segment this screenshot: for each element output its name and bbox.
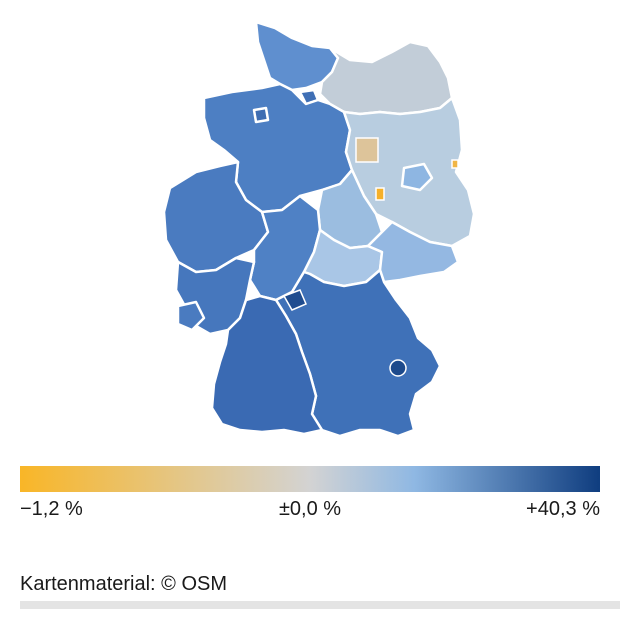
- germany-map: [162, 20, 476, 438]
- region-berlin: [400, 162, 434, 192]
- strong-district-bayern: [389, 359, 407, 377]
- footer-divider: [20, 601, 620, 609]
- map-attribution: Kartenmaterial: © OSM: [20, 573, 228, 595]
- negative-district-uckermark: [451, 159, 459, 169]
- color-scale-bar: [20, 466, 600, 492]
- negative-district-sachsen-anhalt: [375, 187, 385, 201]
- region-bremen: [252, 106, 270, 124]
- strong-district-mainz: [282, 289, 307, 311]
- legend-min-label: −1,2 %: [20, 498, 83, 520]
- region-saarland: [176, 300, 206, 332]
- negative-district-west-brandenburg: [355, 137, 379, 163]
- legend-mid-label: ±0,0 %: [278, 498, 342, 520]
- legend-max-label: +40,3 %: [526, 498, 600, 520]
- region-baden-wuerttemberg: [210, 294, 324, 436]
- region-mecklenburg-vorpommern: [318, 40, 454, 116]
